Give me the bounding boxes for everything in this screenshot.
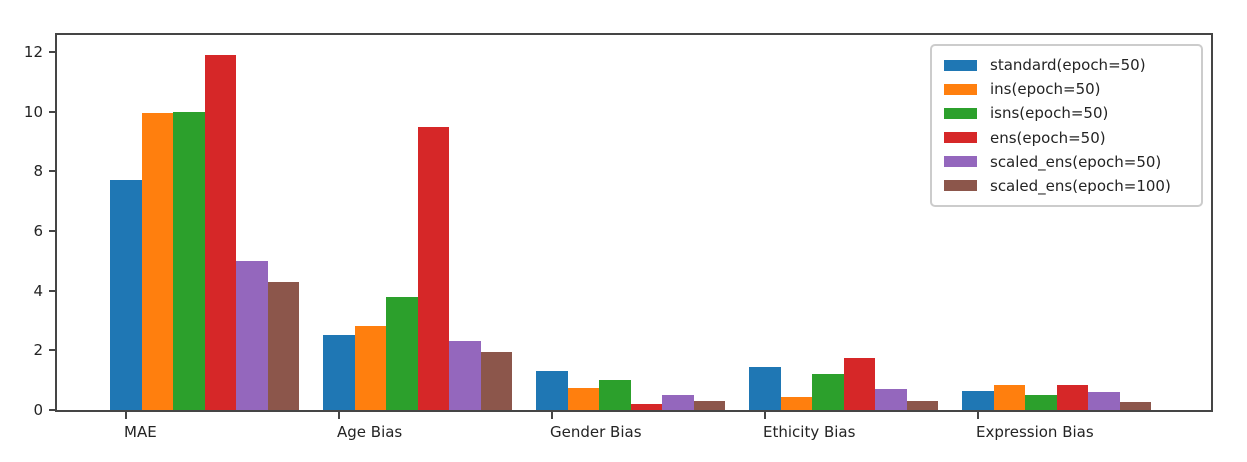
x-tick-label: Expression Bias bbox=[976, 423, 1094, 441]
legend-item: scaled_ens(epoch=100) bbox=[944, 177, 1189, 195]
bar-scaled_ens(epoch=100)-MAE bbox=[267, 281, 300, 410]
bar-scaled_ens(epoch=50)-Ethicity Bias bbox=[875, 389, 907, 410]
legend-label: ins(epoch=50) bbox=[990, 80, 1101, 99]
bar-scaled_ens(epoch=50)-Age Bias bbox=[449, 341, 481, 410]
bar-scaled_ens(epoch=50)-Gender Bias bbox=[662, 395, 694, 410]
y-tick-mark bbox=[49, 170, 57, 173]
legend-swatch-icon bbox=[944, 59, 977, 71]
legend-label: standard(epoch=50) bbox=[990, 56, 1146, 75]
bar-ins(epoch=50)-MAE bbox=[141, 113, 174, 410]
x-tick-mark bbox=[977, 412, 979, 419]
y-tick-mark bbox=[49, 51, 57, 53]
bar-isns(epoch=50)-MAE bbox=[173, 111, 205, 410]
bar-scaled_ens(epoch=50)-MAE bbox=[236, 260, 268, 410]
y-tick-mark bbox=[49, 409, 57, 411]
bar-ins(epoch=50)-Gender Bias bbox=[567, 387, 600, 410]
bar-standard(epoch=50)-Gender Bias bbox=[536, 371, 568, 410]
bar-ens(epoch=50)-Expression Bias bbox=[1056, 384, 1089, 410]
bar-isns(epoch=50)-Expression Bias bbox=[1025, 395, 1057, 410]
x-tick-label: Ethicity Bias bbox=[763, 423, 856, 441]
legend-swatch-icon bbox=[944, 180, 977, 192]
bar-scaled_ens(epoch=100)-Expression Bias bbox=[1119, 401, 1152, 410]
bar-ins(epoch=50)-Age Bias bbox=[354, 326, 387, 410]
x-tick-mark bbox=[338, 412, 340, 419]
y-tick-mark bbox=[49, 230, 57, 232]
y-tick-label: 12 bbox=[23, 43, 43, 61]
bar-ens(epoch=50)-MAE bbox=[204, 54, 237, 410]
legend-swatch-icon bbox=[944, 107, 977, 119]
legend-swatch-icon bbox=[944, 156, 977, 168]
y-tick-label: 4 bbox=[33, 281, 43, 300]
x-tick-mark bbox=[764, 412, 766, 419]
bar-standard(epoch=50)-Ethicity Bias bbox=[749, 366, 781, 410]
bar-isns(epoch=50)-Age Bias bbox=[386, 296, 418, 410]
legend-label: scaled_ens(epoch=50) bbox=[990, 152, 1162, 171]
bar-standard(epoch=50)-Expression Bias bbox=[962, 390, 994, 410]
y-tick-mark bbox=[49, 110, 57, 113]
y-tick-mark bbox=[49, 349, 57, 352]
bar-standard(epoch=50)-Age Bias bbox=[323, 335, 355, 410]
bar-isns(epoch=50)-Ethicity Bias bbox=[812, 374, 844, 410]
y-tick-label: 2 bbox=[33, 341, 43, 360]
x-tick-label: Gender Bias bbox=[550, 423, 642, 441]
bar-ens(epoch=50)-Gender Bias bbox=[630, 404, 663, 410]
x-tick-label: MAE bbox=[124, 423, 157, 441]
legend-swatch-icon bbox=[944, 132, 977, 144]
bar-scaled_ens(epoch=100)-Ethicity Bias bbox=[906, 401, 939, 410]
legend-item: isns(epoch=50) bbox=[944, 104, 1189, 122]
legend-item: ens(epoch=50) bbox=[944, 129, 1189, 147]
bar-isns(epoch=50)-Gender Bias bbox=[599, 380, 631, 410]
bar-ins(epoch=50)-Ethicity Bias bbox=[780, 396, 813, 410]
legend-item: ins(epoch=50) bbox=[944, 80, 1189, 98]
legend: standard(epoch=50) ins(epoch=50) isns(epoc… bbox=[930, 44, 1203, 207]
legend-swatch-icon bbox=[944, 83, 977, 95]
legend-label: isns(epoch=50) bbox=[990, 104, 1109, 123]
bar-ens(epoch=50)-Age Bias bbox=[417, 126, 450, 410]
y-tick-label: 6 bbox=[33, 222, 43, 240]
bar-scaled_ens(epoch=50)-Expression Bias bbox=[1088, 392, 1120, 410]
bar-scaled_ens(epoch=100)-Age Bias bbox=[480, 351, 513, 410]
legend-item: scaled_ens(epoch=50) bbox=[944, 153, 1189, 171]
bar-ens(epoch=50)-Ethicity Bias bbox=[843, 357, 876, 410]
legend-label: scaled_ens(epoch=100) bbox=[990, 176, 1171, 195]
y-tick-mark bbox=[49, 289, 57, 292]
legend-item: standard(epoch=50) bbox=[944, 56, 1189, 74]
bar-ins(epoch=50)-Expression Bias bbox=[993, 384, 1026, 410]
x-tick-mark bbox=[551, 412, 553, 419]
y-tick-label: 8 bbox=[33, 162, 43, 181]
y-tick-label: 10 bbox=[23, 102, 43, 121]
legend-label: ens(epoch=50) bbox=[990, 128, 1106, 147]
bar-standard(epoch=50)-MAE bbox=[110, 180, 142, 410]
y-tick-label: 0 bbox=[33, 401, 43, 419]
x-tick-mark bbox=[125, 412, 127, 419]
bar-scaled_ens(epoch=100)-Gender Bias bbox=[693, 401, 726, 410]
x-tick-label: Age Bias bbox=[337, 423, 403, 441]
